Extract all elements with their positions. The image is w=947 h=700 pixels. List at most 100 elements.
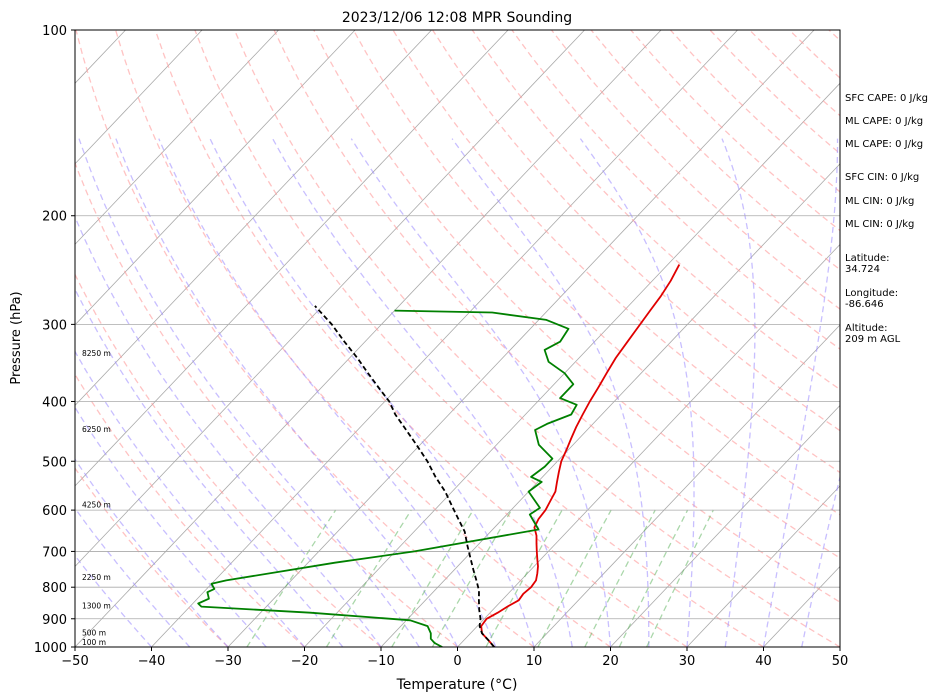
chart-title: 2023/12/06 12:08 MPR Sounding bbox=[342, 10, 572, 26]
dry-adiabat-line bbox=[154, 30, 688, 647]
ml-cape-label-1: ML CAPE: 0 J/kg bbox=[845, 116, 924, 127]
height-label: 4250 m bbox=[82, 501, 111, 510]
isotherm-line bbox=[75, 30, 356, 326]
mixing-ratio-line bbox=[584, 509, 656, 647]
y-tick-label: 800 bbox=[42, 581, 67, 596]
x-tick-label: 30 bbox=[679, 654, 696, 669]
isotherm-line bbox=[75, 30, 509, 487]
ml-cin-label-1: ML CIN: 0 J/kg bbox=[845, 196, 915, 207]
x-axis-label: Temperature (°C) bbox=[396, 677, 518, 693]
moist-adiabat-line bbox=[451, 138, 650, 647]
moist-adiabat-line bbox=[75, 350, 305, 647]
dry-adiabat-line bbox=[432, 30, 840, 432]
x-tick-label: −30 bbox=[214, 654, 241, 669]
dry-adiabat-line bbox=[75, 161, 458, 647]
x-tick-label: 40 bbox=[755, 654, 772, 669]
sfc-cape-label: SFC CAPE: 0 J/kg bbox=[845, 93, 928, 104]
mixing-ratio-line bbox=[646, 509, 714, 647]
moist-adiabat-line bbox=[721, 138, 756, 647]
y-tick-label: 600 bbox=[42, 504, 67, 519]
y-tick-label: 300 bbox=[42, 318, 67, 333]
isotherm-line bbox=[75, 30, 662, 647]
moist-adiabat-line bbox=[762, 138, 839, 647]
x-tick-label: −10 bbox=[367, 654, 394, 669]
moist-adiabat-line bbox=[75, 554, 152, 647]
dry-adiabat-line bbox=[233, 30, 840, 647]
y-tick-label: 700 bbox=[42, 545, 67, 560]
isotherm-line bbox=[610, 404, 840, 647]
height-label: 500 m bbox=[82, 628, 106, 637]
y-tick-label: 500 bbox=[42, 455, 67, 470]
y-tick-label: 100 bbox=[42, 24, 67, 39]
dry-adiabat-line bbox=[471, 30, 840, 391]
sfc-cin-label: SFC CIN: 0 J/kg bbox=[845, 172, 920, 183]
x-tick-label: −20 bbox=[291, 654, 318, 669]
mixing-ratio-line bbox=[537, 509, 612, 647]
isotherm-line bbox=[75, 30, 585, 568]
dry-adiabat-line bbox=[511, 30, 840, 350]
isotherm-line bbox=[304, 82, 840, 647]
mixing-ratio-line bbox=[431, 509, 513, 647]
moist-adiabat-line bbox=[801, 474, 840, 647]
dry-adiabat-line bbox=[75, 373, 305, 647]
ml-cin-label-2: ML CIN: 0 J/kg bbox=[845, 219, 915, 230]
isotherm-line bbox=[686, 485, 840, 647]
longitude-label: Longitude: bbox=[845, 288, 899, 299]
moist-adiabat-line bbox=[579, 138, 695, 647]
y-tick-label: 1000 bbox=[34, 641, 67, 656]
y-tick-label: 200 bbox=[42, 210, 67, 225]
height-label: 6250 m bbox=[82, 425, 111, 434]
moist-adiabat-line bbox=[158, 138, 497, 647]
y-tick-label: 400 bbox=[42, 395, 67, 410]
isotherm-line bbox=[227, 30, 815, 647]
moist-adiabat-line bbox=[115, 138, 459, 647]
isotherm-line bbox=[457, 243, 840, 647]
height-label: 100 m bbox=[82, 638, 106, 647]
mixing-ratio-line bbox=[485, 509, 563, 647]
moist-adiabat-line bbox=[272, 138, 573, 647]
moist-adiabat-line bbox=[75, 406, 267, 647]
height-label: 1300 m bbox=[82, 602, 111, 611]
parcel-profile-line bbox=[314, 305, 495, 647]
temperature-profile-line bbox=[480, 264, 681, 647]
x-tick-label: −50 bbox=[61, 654, 88, 669]
mixing-ratio-line bbox=[618, 509, 689, 647]
isotherm-line bbox=[151, 30, 738, 647]
moist-adiabat-line bbox=[75, 215, 382, 647]
moist-adiabat-line bbox=[350, 138, 612, 647]
altitude-label: Altitude: bbox=[845, 323, 888, 334]
isotherm-line bbox=[533, 324, 840, 647]
dry-adiabat-line bbox=[550, 30, 840, 310]
isotherm-line bbox=[75, 30, 432, 406]
moist-adiabat-line bbox=[75, 287, 344, 647]
dry-adiabat-line bbox=[313, 30, 840, 559]
dry-adiabat-line bbox=[194, 30, 764, 647]
altitude-value: 209 m AGL bbox=[845, 334, 901, 345]
x-tick-label: 0 bbox=[453, 654, 461, 669]
x-tick-label: −40 bbox=[138, 654, 165, 669]
ml-cape-label-2: ML CAPE: 0 J/kg bbox=[845, 139, 924, 150]
height-label: 8250 m bbox=[82, 349, 111, 358]
latitude-label: Latitude: bbox=[845, 253, 890, 264]
dry-adiabat-line bbox=[392, 30, 840, 474]
moist-adiabat-line bbox=[75, 507, 191, 647]
y-tick-label: 900 bbox=[42, 613, 67, 628]
x-tick-label: 50 bbox=[832, 654, 849, 669]
moist-adiabat-line bbox=[75, 458, 229, 647]
y-axis-label: Pressure (hPa) bbox=[9, 291, 24, 384]
dry-adiabat-line bbox=[352, 30, 840, 516]
dry-adiabat-line bbox=[75, 30, 535, 647]
x-tick-label: 10 bbox=[526, 654, 543, 669]
isotherm-line bbox=[380, 163, 840, 647]
isotherm-line bbox=[75, 30, 203, 165]
dry-adiabat-line bbox=[273, 30, 840, 603]
mixing-ratio-line bbox=[391, 509, 474, 647]
dry-adiabat-line bbox=[75, 467, 229, 647]
dry-adiabat-line bbox=[114, 30, 611, 647]
height-label: 2250 m bbox=[82, 573, 111, 582]
dewpoint-profile-line bbox=[197, 309, 578, 647]
x-tick-label: 20 bbox=[602, 654, 619, 669]
latitude-value: 34.724 bbox=[845, 264, 880, 275]
longitude-value: -86.646 bbox=[845, 299, 884, 310]
